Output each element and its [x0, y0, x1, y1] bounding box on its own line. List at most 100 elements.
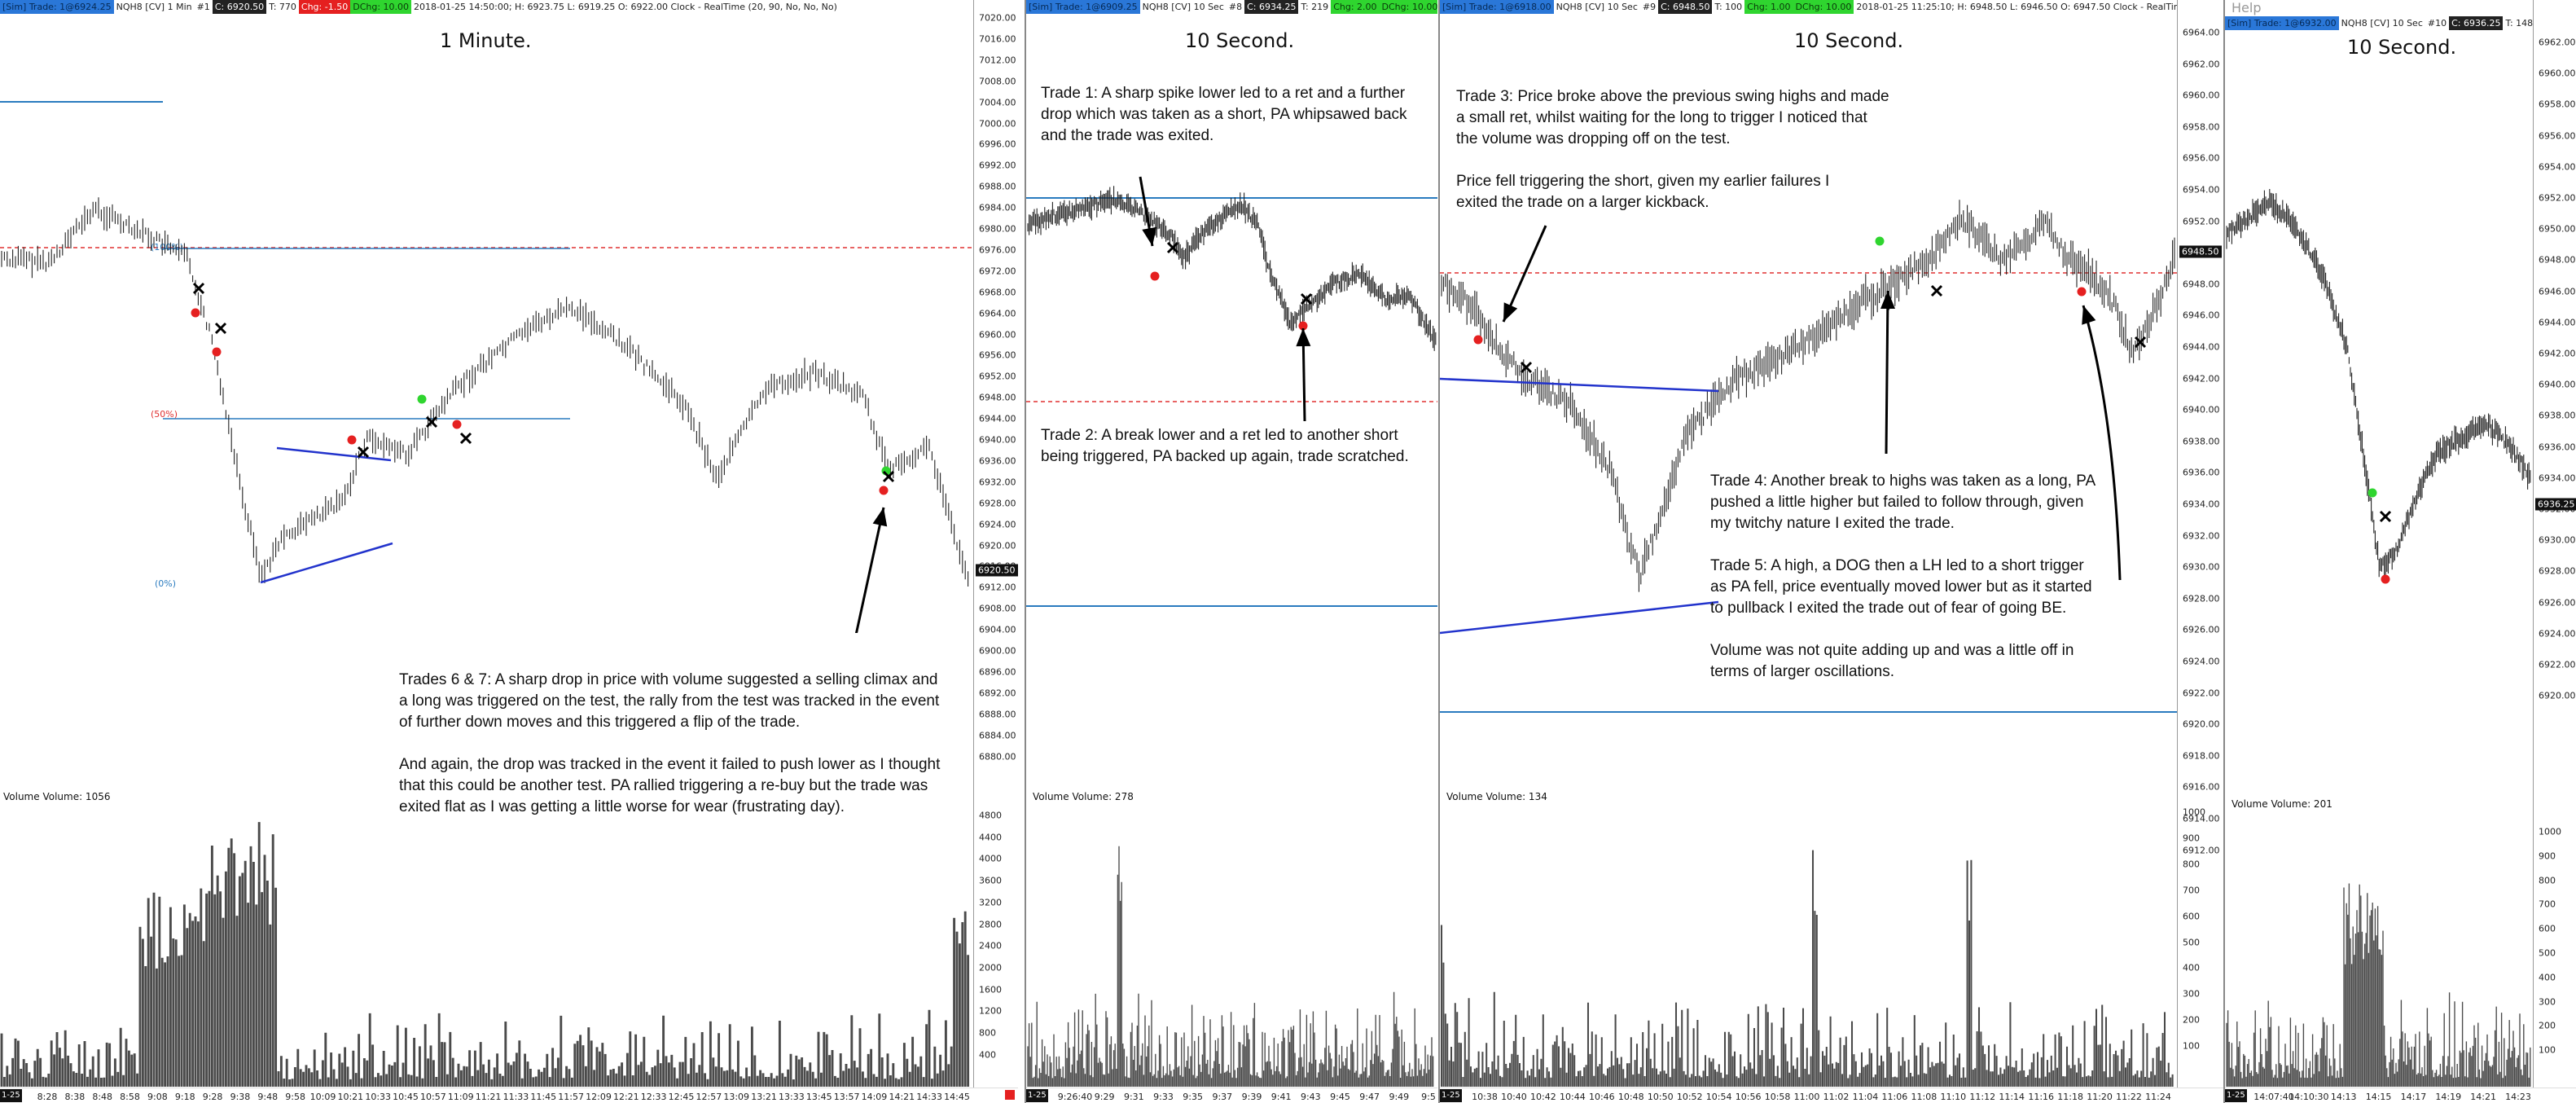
price-tick-label: 6962.00: [2539, 37, 2576, 48]
arrow-head: [872, 508, 888, 527]
price-bars: [1, 197, 969, 587]
price-tick-label: 6928.00: [2539, 565, 2576, 577]
exit-marker: [1300, 292, 1313, 305]
time-tick-label: 8:38: [64, 1092, 86, 1102]
volume-plot[interactable]: [2225, 792, 2533, 1087]
time-tick-label: 10:48: [1617, 1092, 1644, 1102]
help-menu[interactable]: Help: [2232, 0, 2262, 15]
volume-tick-label: 1600: [979, 984, 1002, 995]
annotation-arrow: [2082, 305, 2122, 581]
price-tick-label: 6948.00: [2539, 254, 2576, 266]
price-plot[interactable]: (100%) (50%) (0%): [0, 14, 973, 633]
time-tick-label: 12:09: [586, 1092, 612, 1102]
time-tick-label: 11:45: [530, 1092, 557, 1102]
arrow-shaft: [854, 507, 885, 633]
price-bar-series: [2226, 189, 2531, 578]
annotation-trades-4-5: Trade 4: Another break to highs was take…: [1710, 472, 2096, 680]
price-plot[interactable]: [1026, 14, 1437, 633]
header-field: [Sim] Trade: 1@6932.00: [2225, 16, 2339, 30]
exit-marker: [1166, 241, 1179, 254]
trend-line: [276, 446, 392, 462]
volume-tick-label: 1200: [979, 1005, 1002, 1017]
price-tick-label: 6924.00: [979, 519, 1016, 530]
price-tick-label: 6952.00: [2183, 216, 2220, 227]
time-tick-label: 9:49: [1389, 1092, 1410, 1102]
time-tick-label: 9:58: [285, 1092, 305, 1102]
exit-marker: [882, 470, 895, 483]
price-axis[interactable]: 7020.00 7016.00 7012.00 7008.00 7004.00 7000.…: [973, 0, 1018, 1088]
chart-panel-1min[interactable]: [Sim] Trade: 1@6924.25 NQH8 [CV] 1 Min #1 C…: [0, 0, 1018, 1103]
sell-entry-marker: [2381, 574, 2390, 584]
volume-tick-label: 3200: [979, 897, 1002, 908]
price-tick-label: 6934.00: [2539, 472, 2576, 484]
volume-tick-label: 900: [2183, 833, 2200, 844]
price-tick-label: 7000.00: [979, 118, 1016, 129]
time-tick-label: 11:08: [1911, 1092, 1937, 1102]
volume-tick-label: 4400: [979, 832, 1002, 843]
price-tick-label: 6964.00: [2183, 27, 2220, 38]
time-tick-label: 11:02: [1823, 1092, 1850, 1102]
header-field: C: 6948.50: [1658, 0, 1713, 14]
time-tick-label: 11:22: [2116, 1092, 2142, 1102]
chart-panel-10sec-c[interactable]: Help [Sim] Trade: 1@6932.00 NQH8 [CV] 10 …: [2223, 0, 2576, 1103]
arrow-head: [2082, 305, 2096, 325]
time-tick-label: 14:21: [2470, 1092, 2496, 1102]
price-tick-label: 6956.00: [979, 349, 1016, 361]
volume-label: Volume Volume: 278: [1033, 791, 1134, 802]
price-tick-label: 6928.00: [979, 498, 1016, 509]
price-tick-label: 6944.00: [979, 413, 1016, 424]
sell-entry-marker: [212, 347, 222, 357]
trend-line: [1440, 600, 1719, 635]
time-tick-label: 10:54: [1705, 1092, 1732, 1102]
buy-entry-marker: [1875, 236, 1885, 246]
price-tick-label: 6958.00: [2539, 99, 2576, 110]
volume-tick-label: 600: [2183, 911, 2200, 922]
header-field: [Sim] Trade: 1@6924.25: [0, 0, 114, 14]
volume-tick-label: 2000: [979, 962, 1002, 973]
price-tick-label: 6960.00: [979, 329, 1016, 340]
header-field: T: 100: [1714, 2, 1743, 12]
volume-plot[interactable]: [1026, 792, 1437, 1087]
header-field: NQH8 [CV] 10 Sec: [1142, 2, 1224, 12]
time-tick-label: 10:09: [309, 1092, 336, 1102]
time-tick-label: 11:06: [1881, 1092, 1908, 1102]
exit-marker: [1930, 284, 1943, 297]
price-tick-label: 6946.00: [2183, 310, 2220, 321]
time-tick-label: 10:52: [1676, 1092, 1703, 1102]
time-axis[interactable]: 1-25 9:26:40 9:29 9:31 9:33 9:35 9:37 9:39 9:41 9…: [1026, 1088, 1437, 1103]
price-tick-label: 6996.00: [979, 138, 1016, 150]
price-plot[interactable]: [2225, 30, 2533, 649]
time-axis[interactable]: 1-25 10:38 10:40 10:42 10:44 10:46 10:48 10:50 1…: [1440, 1088, 2254, 1103]
time-axis[interactable]: 1-25 14:07:40 14:10:30 14:13 14:15 14:17 14:19…: [2225, 1088, 2576, 1103]
volume-plot[interactable]: [0, 792, 973, 1087]
chart-title: 10 Second.: [1794, 29, 1904, 52]
header-field: T: 770: [269, 2, 296, 12]
time-tick-label: 10:33: [365, 1092, 392, 1102]
exit-cross: [214, 322, 227, 335]
date-tag: 1-25: [0, 1089, 22, 1102]
price-axis[interactable]: 6962.00 6960.00 6958.00 6956.00 6954.00 6952.…: [2533, 0, 2576, 1088]
price-tick-label: 6900.00: [979, 645, 1016, 657]
header-field: C: 6920.50: [212, 0, 267, 14]
header-field: #9: [1642, 2, 1657, 12]
time-axis[interactable]: 1-25 8:28 8:38 8:48 8:58 9:08 9:18 9:28 9:38 9:48…: [0, 1088, 1018, 1103]
price-tick-label: 7008.00: [979, 76, 1016, 87]
volume-plot[interactable]: [1440, 792, 2177, 1087]
level-label: (0%): [155, 578, 176, 589]
volume-tick-label: 600: [2539, 923, 2556, 934]
exit-cross: [1300, 292, 1313, 305]
header-field: Chg: 1.00: [1744, 0, 1793, 14]
time-tick-label: 14:07:40: [2253, 1092, 2294, 1102]
chart-panel-10sec-a[interactable]: [Sim] Trade: 1@6909.25 NQH8 [CV] 10 Sec #8…: [1025, 0, 1437, 1103]
chart-panel-10sec-b[interactable]: [Sim] Trade: 1@6918.00 NQH8 [CV] 10 Sec #9…: [1438, 0, 2254, 1103]
price-plot[interactable]: [1440, 14, 2177, 788]
time-tick-label: 9:31: [1123, 1092, 1144, 1102]
price-bar-series: [1441, 200, 2175, 592]
time-tick-label: 11:18: [2057, 1092, 2083, 1102]
time-tick-label: 9:48: [257, 1092, 279, 1102]
price-tick-label: 6940.00: [979, 434, 1016, 446]
time-tick-label: 14:45: [944, 1092, 970, 1102]
exit-marker: [1520, 361, 1533, 374]
time-tick-label: 10:57: [420, 1092, 446, 1102]
price-tick-label: 6896.00: [979, 666, 1016, 678]
